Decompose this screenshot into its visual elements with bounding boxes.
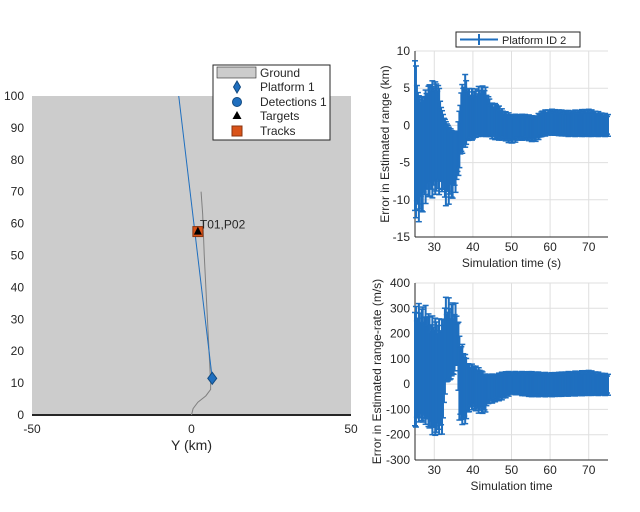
y-tick-label: 10 — [397, 44, 411, 58]
y-tick-label: 80 — [11, 153, 25, 167]
y-tick-label: 200 — [390, 327, 410, 341]
y-tick-label: 100 — [4, 89, 24, 103]
platform-trajectory — [178, 95, 213, 379]
y-tick-label: -10 — [393, 193, 411, 207]
y-tick-label: 0 — [403, 118, 410, 132]
range-plot-errorbars — [412, 60, 611, 223]
y-tick-label: 70 — [11, 185, 25, 199]
target-marker — [193, 226, 202, 235]
x-axis-label: Simulation time — [470, 479, 552, 493]
x-tick-label: 60 — [543, 240, 557, 254]
y-tick-label: 0 — [17, 408, 24, 422]
x-tick-label: 40 — [466, 240, 480, 254]
y-tick-label: -300 — [386, 453, 410, 467]
legend-label: Platform ID 2 — [502, 35, 566, 47]
y-tick-label: 5 — [403, 81, 410, 95]
y-tick-label: 10 — [11, 376, 25, 390]
y-tick-label: 400 — [390, 276, 410, 290]
x-tick-label: 30 — [428, 240, 442, 254]
y-tick-label: 30 — [11, 312, 25, 326]
legend-ground-swatch — [216, 66, 257, 79]
legend-platform-icon — [232, 80, 242, 94]
x-tick-label: 60 — [543, 463, 557, 477]
ground-area — [32, 96, 351, 415]
y-tick-label: 50 — [11, 249, 25, 263]
x-tick-label: 40 — [466, 463, 480, 477]
legend-detections-icon — [232, 97, 242, 107]
track-label: T01,P02 — [200, 218, 246, 232]
x-axis-label: Y (km) — [171, 437, 212, 453]
y-axis-label: Error in Estimated range (km) — [378, 65, 392, 222]
y-tick-label: 40 — [11, 280, 25, 294]
x-tick-label: 30 — [428, 463, 442, 477]
legend-label: Detections 1 — [260, 95, 327, 109]
legend-label: Targets — [260, 109, 299, 123]
y-tick-label: 0 — [403, 377, 410, 391]
y-tick-label: -200 — [386, 428, 410, 442]
x-tick-label: -50 — [23, 422, 41, 436]
errorbar-legend-box — [455, 31, 581, 48]
legend-tracks-icon — [231, 125, 243, 137]
y-tick-label: 20 — [11, 344, 25, 358]
x-tick-label: 70 — [582, 463, 596, 477]
legend-label: Tracks — [260, 124, 296, 138]
legend-label: Platform 1 — [260, 80, 315, 94]
y-tick-label: -15 — [393, 230, 411, 244]
y-tick-label: 300 — [390, 301, 410, 315]
y-tick-label: 90 — [11, 121, 25, 135]
x-tick-label: 50 — [505, 240, 519, 254]
x-axis-label: Simulation time (s) — [462, 256, 561, 270]
y-tick-label: -5 — [399, 156, 410, 170]
range-rate-plot-errorbars — [412, 296, 611, 437]
y-tick-label: -100 — [386, 402, 410, 416]
y-tick-label: 100 — [390, 352, 410, 366]
target-truth-trajectory — [191, 191, 212, 416]
x-tick-label: 0 — [188, 422, 195, 436]
x-tick-label: 50 — [505, 463, 519, 477]
legend-label: Ground — [260, 66, 300, 80]
platform-marker — [207, 371, 218, 386]
x-tick-label: 70 — [582, 240, 596, 254]
legend-targets-icon — [232, 111, 242, 119]
y-tick-label: 60 — [11, 217, 25, 231]
x-tick-label: 50 — [344, 422, 358, 436]
y-axis-label: Error in Estimated range-rate (m/s) — [370, 279, 384, 464]
